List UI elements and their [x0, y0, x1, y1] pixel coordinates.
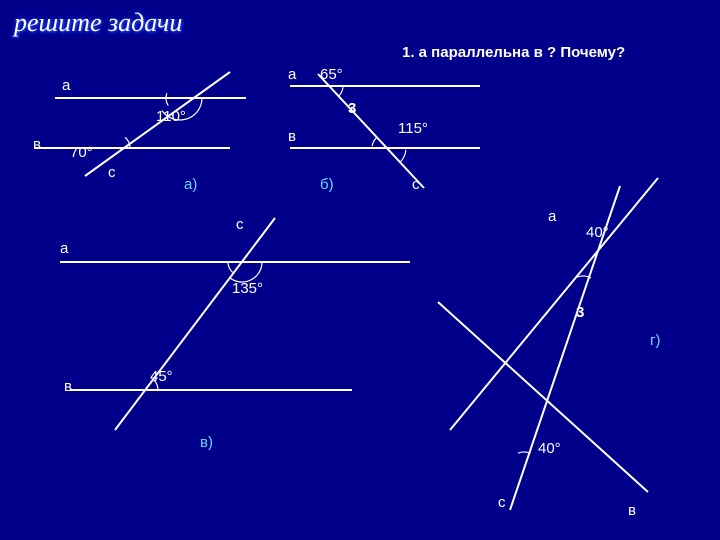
angle-arc: [518, 452, 531, 453]
diagram-label: 45°: [150, 368, 173, 385]
geometry-line: [115, 218, 275, 430]
diagram-label: а): [184, 176, 197, 193]
diagram-label: в: [628, 502, 636, 519]
diagram-label: а: [288, 66, 296, 83]
angle-arc: [338, 87, 343, 97]
page-title: решите задачи: [14, 8, 182, 38]
diagram-label: 115°: [398, 120, 428, 137]
diagram-label: с: [108, 164, 116, 181]
diagram-label: в): [200, 434, 213, 451]
diagram-label: в: [64, 378, 72, 395]
diagram-label: в: [288, 128, 296, 145]
diagram-label: с: [412, 176, 420, 193]
diagram-label: 3: [348, 100, 356, 117]
diagram-label: с: [236, 216, 244, 233]
diagram-label: б): [320, 176, 334, 193]
diagram-label: г): [650, 332, 660, 349]
diagram-label: 40°: [538, 440, 561, 457]
diagram-label: 70°: [70, 144, 93, 161]
diagram-label: 65°: [320, 66, 343, 83]
diagram-label: а: [62, 77, 70, 94]
angle-arc: [399, 150, 406, 163]
diagram-label: 135°: [232, 280, 263, 297]
diagram-label: а: [548, 208, 556, 225]
diagram-label: в: [33, 136, 41, 153]
diagram-label: а: [60, 240, 68, 257]
angle-arc: [166, 93, 168, 105]
geometry-line: [438, 302, 648, 492]
diagram-label: 3: [576, 304, 584, 321]
angle-arc: [228, 262, 233, 272]
question-text: 1. а параллельна в ? Почему?: [402, 44, 625, 61]
angle-arc: [372, 137, 377, 146]
diagram-label: 40°: [586, 224, 609, 241]
diagram-label: 110°: [156, 108, 186, 125]
diagram-label: с: [498, 494, 506, 511]
